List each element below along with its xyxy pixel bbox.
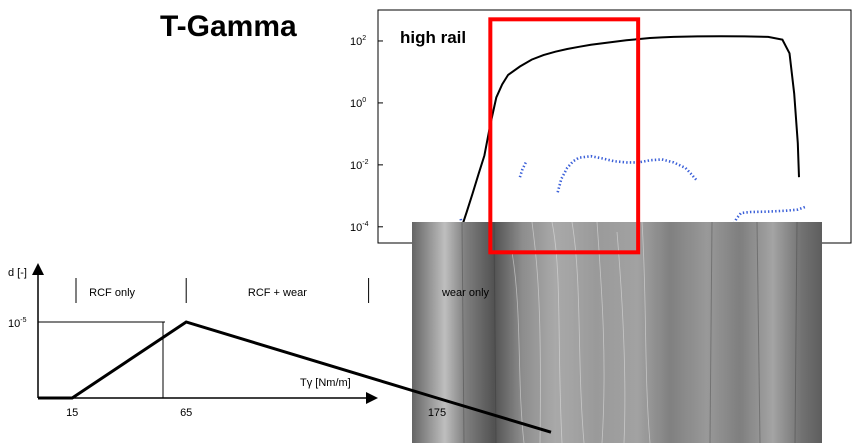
page-title: T-Gamma bbox=[160, 10, 297, 43]
region-label: wear only bbox=[441, 287, 490, 299]
y-tick-label: 102 bbox=[350, 35, 366, 48]
y-tick-label: 10-4 bbox=[350, 221, 369, 234]
rail-photo bbox=[412, 222, 822, 443]
y-axis-label: d [-] bbox=[8, 267, 27, 279]
damage-curve bbox=[38, 320, 552, 434]
region-label: RCF only bbox=[89, 287, 135, 299]
y-tick-label: 10-2 bbox=[350, 159, 369, 172]
y-tick-label: 100 bbox=[350, 97, 366, 110]
chart-label: high rail bbox=[400, 28, 466, 47]
x-tick-label: 15 bbox=[66, 407, 78, 419]
x-axis-label: Tγ [Nm/m] bbox=[300, 377, 351, 389]
x-tick-label: 65 bbox=[180, 407, 192, 419]
region-label: RCF + wear bbox=[248, 287, 307, 299]
x-tick-label: 175 bbox=[428, 407, 446, 419]
y-tick-label: 10-5 bbox=[8, 317, 27, 330]
